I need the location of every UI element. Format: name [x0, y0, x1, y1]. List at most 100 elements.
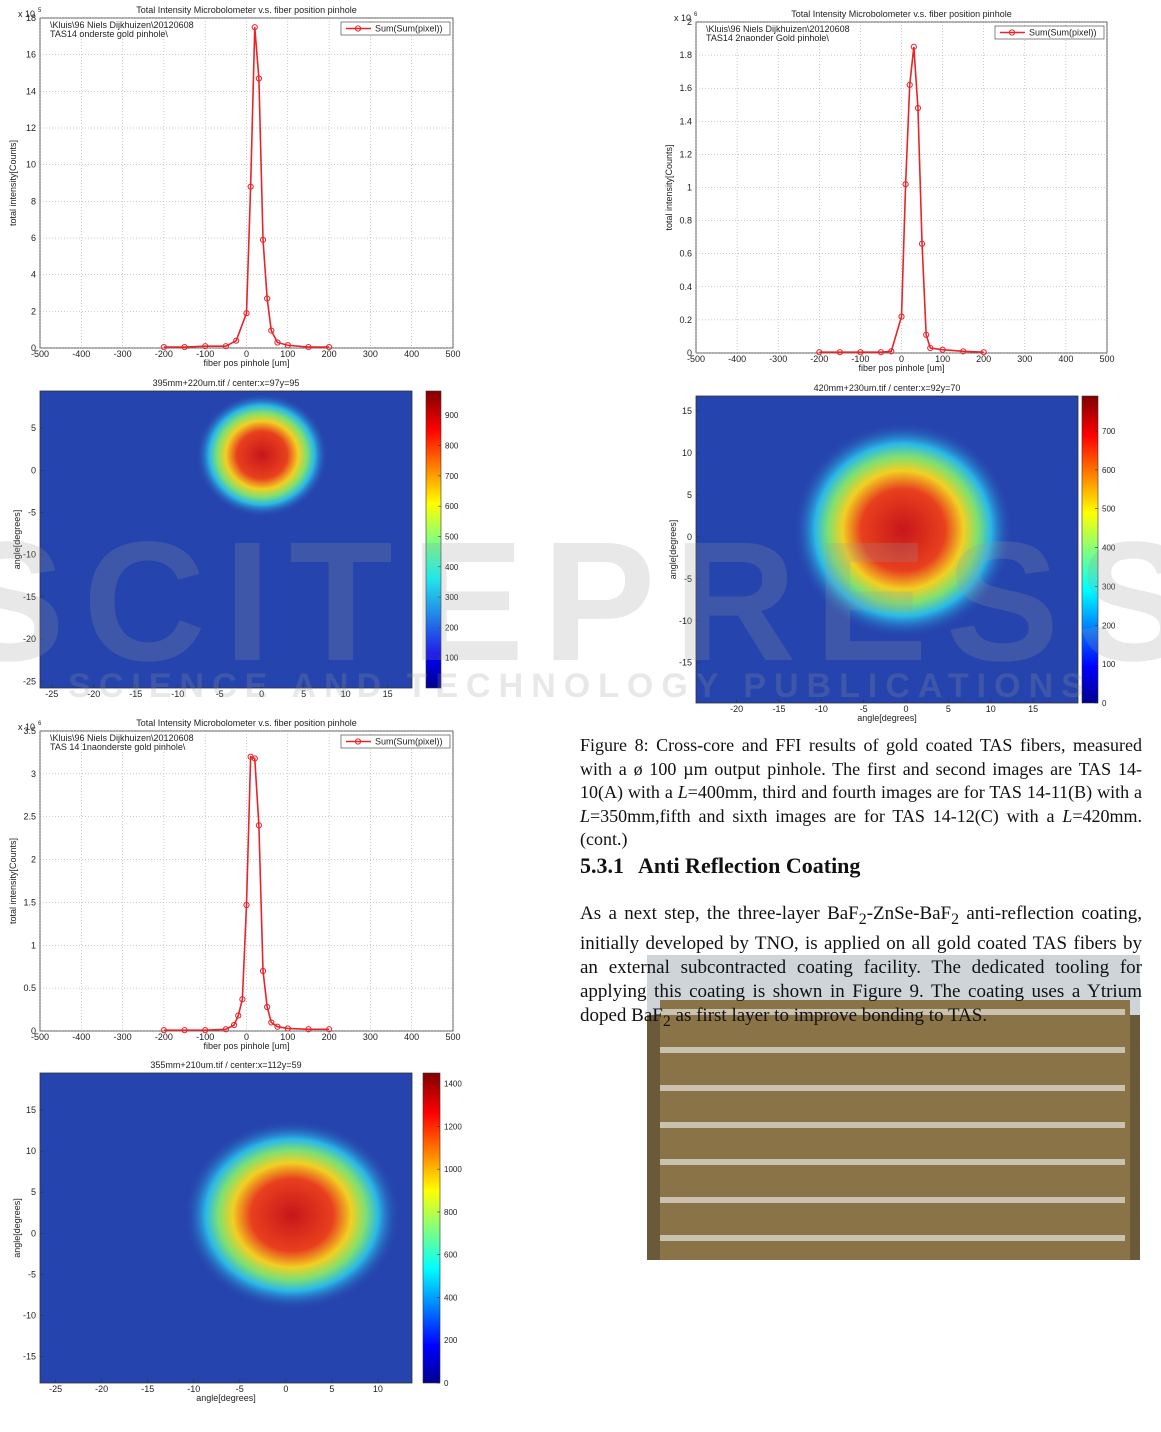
x-tick-label: -200 — [155, 349, 173, 359]
x-tick-label: 200 — [322, 1032, 337, 1042]
y-tick-label: 2 — [687, 17, 692, 27]
colorbar-tick-label: 300 — [445, 593, 459, 602]
y-tick-label: 0 — [31, 1026, 36, 1036]
x-tick-label: -15 — [141, 1384, 154, 1394]
annotation: \Kluis\96 Niels Dijkhuizen\20120608 — [50, 733, 194, 743]
x-tick-label: 0 — [244, 1032, 249, 1042]
y-tick-label: 3.5 — [23, 726, 36, 736]
colorbar-tick-label: 900 — [445, 411, 459, 420]
legend-box — [340, 734, 451, 749]
y-tick-label: 14 — [26, 86, 36, 96]
section-number: 5.3.1 — [580, 853, 624, 878]
y-axis-label: total intensity[Counts] — [8, 140, 18, 226]
data-point — [274, 339, 281, 346]
paragraph: As a next step, the three-layer BaF2-ZnS… — [580, 902, 1142, 1034]
x-tick-label: -500 — [31, 349, 49, 359]
text-run: L — [580, 805, 591, 826]
text-run: -ZnSe-BaF — [866, 903, 952, 924]
x-tick-label: -300 — [114, 349, 132, 359]
data-point — [326, 343, 333, 351]
x-axis-label: fiber pos pinhole [um] — [203, 358, 289, 368]
chart-title: 395mm+220um.tif / center:x=97y=95 — [153, 378, 300, 388]
data-point — [160, 1027, 167, 1034]
data-point — [939, 346, 946, 353]
colorbar-tick-label: 1000 — [444, 1165, 462, 1174]
data-point — [222, 1026, 229, 1033]
legend-marker — [1008, 29, 1016, 36]
y-tick-label: -15 — [679, 658, 692, 668]
x-tick-label: 0 — [899, 354, 904, 364]
data-point — [243, 310, 250, 317]
data-point — [816, 349, 823, 356]
data-point — [888, 348, 895, 355]
colorbar-tick-label: 400 — [445, 563, 459, 572]
y-axis-label: angle[degrees] — [12, 510, 22, 570]
x-tick-label: 0 — [259, 689, 264, 699]
colorbar-tick-label: 600 — [444, 1251, 458, 1260]
x-tick-label: -300 — [114, 1032, 132, 1042]
y-tick-label: -10 — [679, 616, 692, 626]
x-tick-label: 10 — [373, 1384, 383, 1394]
y-tick-label: 0.6 — [679, 249, 692, 259]
x-tick-label: 500 — [445, 349, 460, 359]
x-tick-label: -15 — [772, 704, 785, 714]
y-tick-label: 1.2 — [679, 149, 692, 159]
x-tick-label: -5 — [216, 689, 224, 699]
x-tick-label: -500 — [687, 354, 705, 364]
y-tick-label: 12 — [26, 123, 36, 133]
x-tick-label: -400 — [72, 349, 90, 359]
axis-exponent: x 10 — [18, 722, 35, 732]
text-run: 2 — [662, 1012, 671, 1030]
y-tick-label: 15 — [682, 406, 692, 416]
y-tick-label: 1.8 — [679, 50, 692, 60]
colorbar — [1081, 395, 1099, 704]
data-point — [906, 81, 913, 88]
data-point — [918, 240, 926, 247]
x-tick-label: 5 — [301, 689, 306, 699]
data-point — [914, 104, 922, 112]
y-tick-label: 0 — [31, 343, 36, 353]
x-axis-label: angle[degrees] — [857, 713, 917, 723]
data-line — [163, 27, 330, 348]
data-point — [181, 1027, 188, 1034]
y-tick-label: 5 — [31, 423, 36, 433]
text-run: As a next step, the three-layer BaF — [580, 903, 859, 924]
chart-title: 355mm+210um.tif / center:x=112y=59 — [150, 1060, 301, 1070]
data-point — [927, 344, 934, 352]
y-tick-label: 0.4 — [679, 282, 692, 292]
photo — [647, 955, 1140, 1432]
y-tick-label: 0 — [687, 348, 692, 358]
data-point — [857, 349, 864, 356]
x-tick-label: -25 — [49, 1384, 62, 1394]
y-tick-label: 5 — [687, 490, 692, 500]
x-tick-label: -200 — [810, 354, 828, 364]
x-tick-label: 15 — [383, 689, 393, 699]
text-run: =420mm. (cont.) — [580, 805, 1142, 850]
y-tick-label: 2 — [31, 855, 36, 865]
text-run: 2 — [951, 910, 960, 928]
x-tick-label: -10 — [187, 1384, 200, 1394]
x-tick-label: 100 — [280, 1032, 295, 1042]
data-point — [898, 313, 905, 320]
x-tick-label: -5 — [860, 704, 868, 714]
text-run: Figure 8: Cross-core and FFI results of … — [580, 735, 1142, 802]
data-point — [980, 349, 987, 356]
watermark-logo: SCITEPRESS — [0, 507, 1161, 697]
y-tick-label: 15 — [26, 1105, 36, 1115]
data-point — [202, 1027, 209, 1034]
text-run: 2 — [858, 910, 867, 928]
x-tick-label: 5 — [329, 1384, 334, 1394]
x-tick-label: -15 — [129, 689, 142, 699]
x-tick-label: 400 — [1058, 354, 1073, 364]
y-tick-label: 2 — [31, 306, 36, 316]
text-run: L — [1062, 805, 1073, 826]
data-point — [259, 236, 267, 243]
y-tick-label: 16 — [26, 50, 36, 60]
chart-title: Total Intensity Microbolometer v.s. fibe… — [136, 718, 356, 728]
chart-title: 420mm+230um.tif / center:x=92y=70 — [814, 383, 961, 393]
x-tick-label: -400 — [72, 1032, 90, 1042]
colorbar-tick-label: 1200 — [444, 1122, 462, 1131]
x-tick-label: -5 — [236, 1384, 244, 1394]
